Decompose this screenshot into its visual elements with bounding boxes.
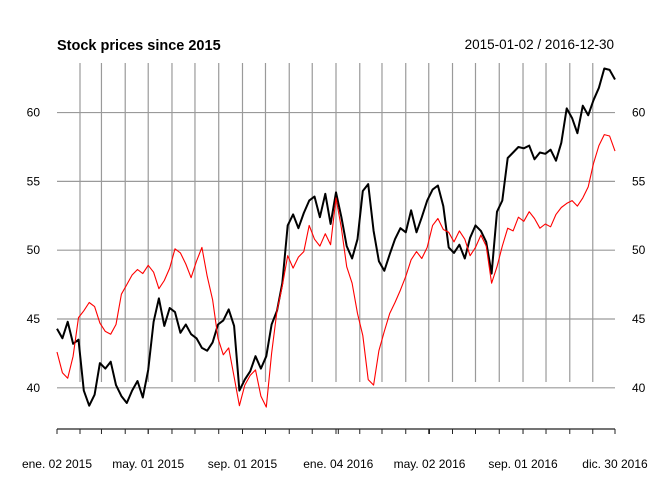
y-tick-label-left: 50	[27, 243, 41, 257]
grid	[57, 63, 615, 389]
y-tick-label-left: 55	[27, 174, 41, 188]
chart-title: Stock prices since 2015	[57, 38, 221, 54]
y-tick-label-right: 55	[632, 174, 646, 188]
date-range-label: 2015-01-02 / 2016-12-30	[465, 37, 614, 52]
axes: ene. 02 2015 may. 01 2015 sep. 01 2015 ene.…	[22, 106, 648, 471]
x-tick-label: sep. 01 2016	[488, 457, 558, 471]
y-tick-label-left: 40	[27, 381, 41, 395]
x-tick-label: ene. 02 2015	[22, 457, 92, 471]
y-tick-label-right: 45	[632, 312, 646, 326]
y-tick-label-right: 60	[632, 106, 646, 120]
y-tick-label-right: 50	[632, 243, 646, 257]
x-tick-label: ene. 04 2016	[303, 457, 373, 471]
x-tick-label: may. 02 2016	[394, 457, 466, 471]
y-tick-label-left: 45	[27, 312, 41, 326]
x-tick-label: may. 01 2015	[112, 457, 184, 471]
series-group	[56, 67, 616, 408]
y-tick-label-left: 60	[27, 106, 41, 120]
x-tick-label: sep. 01 2015	[208, 457, 278, 471]
series-line-1	[56, 67, 616, 407]
series-line-2	[56, 134, 616, 408]
y-tick-label-right: 40	[632, 381, 646, 395]
x-tick-label: dic. 30 2016	[582, 457, 648, 471]
